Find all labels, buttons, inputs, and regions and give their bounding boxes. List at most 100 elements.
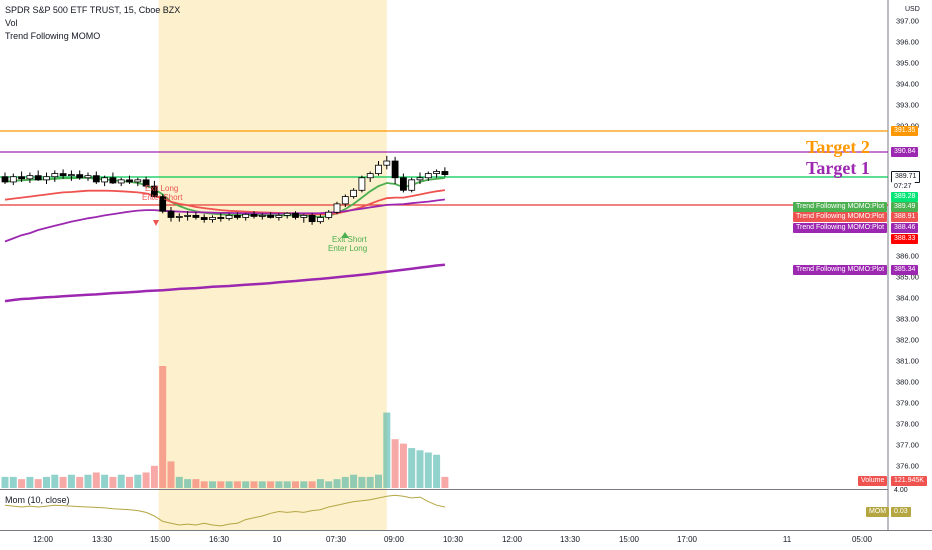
candle-body bbox=[134, 179, 142, 183]
volume-bar bbox=[366, 476, 374, 488]
enter-short-annotation: Enter Short bbox=[142, 193, 183, 202]
candle-body bbox=[267, 214, 275, 218]
purple-line-price-tag: 390.84 bbox=[891, 147, 919, 157]
volume-bar bbox=[275, 481, 283, 488]
candle-body bbox=[34, 175, 42, 181]
candle-body bbox=[233, 214, 241, 218]
mom-axis-label: 4.00 bbox=[891, 486, 911, 496]
candle-body bbox=[358, 177, 366, 191]
candle-body bbox=[283, 212, 291, 216]
volume-bar bbox=[26, 476, 34, 488]
bar-countdown: 07:27 bbox=[891, 182, 915, 192]
time-axis-label: 10:30 bbox=[442, 535, 464, 544]
volume-bar bbox=[34, 479, 42, 488]
volume-bar bbox=[341, 476, 349, 488]
price-axis-label: 397.00 bbox=[896, 16, 919, 26]
indicator-series-2 bbox=[4, 198, 446, 243]
volume-bar bbox=[408, 448, 416, 488]
candle-body bbox=[391, 160, 399, 179]
candle-body bbox=[308, 214, 316, 223]
volume-bar bbox=[391, 439, 399, 488]
candle-body bbox=[300, 214, 308, 218]
candle-body bbox=[200, 217, 208, 220]
candle-body bbox=[292, 212, 299, 218]
candle-body bbox=[366, 173, 374, 179]
symbol-title[interactable]: SPDR S&P 500 ETF TRUST, 15, Cboe BZX bbox=[5, 5, 181, 15]
volume-bar bbox=[316, 479, 324, 488]
volume-bar bbox=[167, 461, 175, 488]
indicator-legend[interactable]: Trend Following MOMO bbox=[5, 31, 101, 41]
candle-body bbox=[1, 176, 9, 183]
volume-bar bbox=[441, 476, 449, 488]
volume-bar bbox=[134, 474, 142, 488]
volume-legend[interactable]: Vol bbox=[5, 18, 18, 28]
volume-bar bbox=[325, 481, 333, 488]
time-axis-label: 12:00 bbox=[32, 535, 54, 544]
price-axis-label: 377.00 bbox=[896, 440, 919, 450]
time-axis-label: 17:00 bbox=[676, 535, 698, 544]
candle-body bbox=[242, 213, 250, 218]
candle-body bbox=[408, 179, 416, 191]
plot-tag-value: 385.34 bbox=[891, 265, 919, 275]
session-highlight bbox=[158, 0, 387, 530]
enter-long-annotation: Enter Long bbox=[328, 244, 368, 253]
candle-body bbox=[258, 214, 266, 217]
volume-bar bbox=[117, 474, 125, 488]
exit-short-annotation: Exit Short bbox=[332, 235, 367, 244]
volume-bar bbox=[59, 476, 67, 488]
volume-bar bbox=[350, 474, 358, 488]
price-axis-label: 376.00 bbox=[896, 461, 919, 471]
candle-body bbox=[84, 175, 92, 179]
time-axis-label: 11 bbox=[782, 535, 792, 544]
price-axis-label: 383.00 bbox=[896, 314, 919, 324]
price-axis-label: 379.00 bbox=[896, 398, 919, 408]
price-axis-label: 393.00 bbox=[896, 100, 919, 110]
candle-body bbox=[142, 179, 150, 187]
volume-bar bbox=[225, 481, 233, 488]
volume-bar bbox=[76, 476, 84, 488]
momentum-line bbox=[4, 494, 446, 527]
time-axis-label: 15:00 bbox=[149, 535, 171, 544]
volume-bar bbox=[209, 481, 216, 488]
volume-bar bbox=[217, 481, 225, 488]
price-axis-label: 382.00 bbox=[896, 335, 919, 345]
candle-body bbox=[424, 173, 432, 179]
candle-body bbox=[217, 217, 225, 219]
volume-bar bbox=[200, 481, 208, 488]
price-axis-label: 396.00 bbox=[896, 37, 919, 47]
volume-bar bbox=[242, 481, 250, 488]
plot-tag-label: Trend Following MOMO:Plot bbox=[793, 223, 888, 233]
sell-signal-marker bbox=[153, 220, 159, 226]
candle-body bbox=[51, 173, 59, 178]
candle-body bbox=[76, 174, 84, 179]
candle-body bbox=[192, 214, 200, 218]
volume-bar bbox=[175, 476, 183, 488]
price-axis-label: 394.00 bbox=[896, 79, 919, 89]
time-axis-label: 05:00 bbox=[851, 535, 873, 544]
price-axis-label: 386.00 bbox=[896, 251, 919, 261]
volume-tag-value: 121.945K bbox=[891, 476, 927, 486]
candle-body bbox=[18, 176, 26, 180]
volume-bar bbox=[1, 476, 9, 488]
plot-tag-label: Trend Following MOMO:Plot bbox=[793, 265, 888, 275]
volume-bar bbox=[92, 472, 100, 488]
candle-body bbox=[101, 177, 108, 183]
time-axis-label: 12:00 bbox=[501, 535, 523, 544]
volume-bar bbox=[43, 476, 50, 488]
mom-tag-label: MOM bbox=[866, 507, 890, 517]
volume-bar bbox=[416, 450, 424, 488]
red-line-price-tag: 388.33 bbox=[891, 234, 919, 244]
candle-body bbox=[433, 171, 441, 174]
volume-bar bbox=[358, 476, 366, 488]
candle-body bbox=[26, 175, 34, 180]
mom-panel-label[interactable]: Mom (10, close) bbox=[5, 495, 70, 505]
candle-body bbox=[109, 177, 117, 184]
volume-bar bbox=[51, 474, 59, 488]
candle-body bbox=[68, 174, 75, 177]
volume-bar bbox=[233, 481, 241, 488]
plot-tag-value: 388.91 bbox=[891, 212, 919, 222]
candle-body bbox=[117, 179, 125, 184]
volume-bar bbox=[150, 465, 158, 488]
volume-bar bbox=[283, 481, 291, 488]
